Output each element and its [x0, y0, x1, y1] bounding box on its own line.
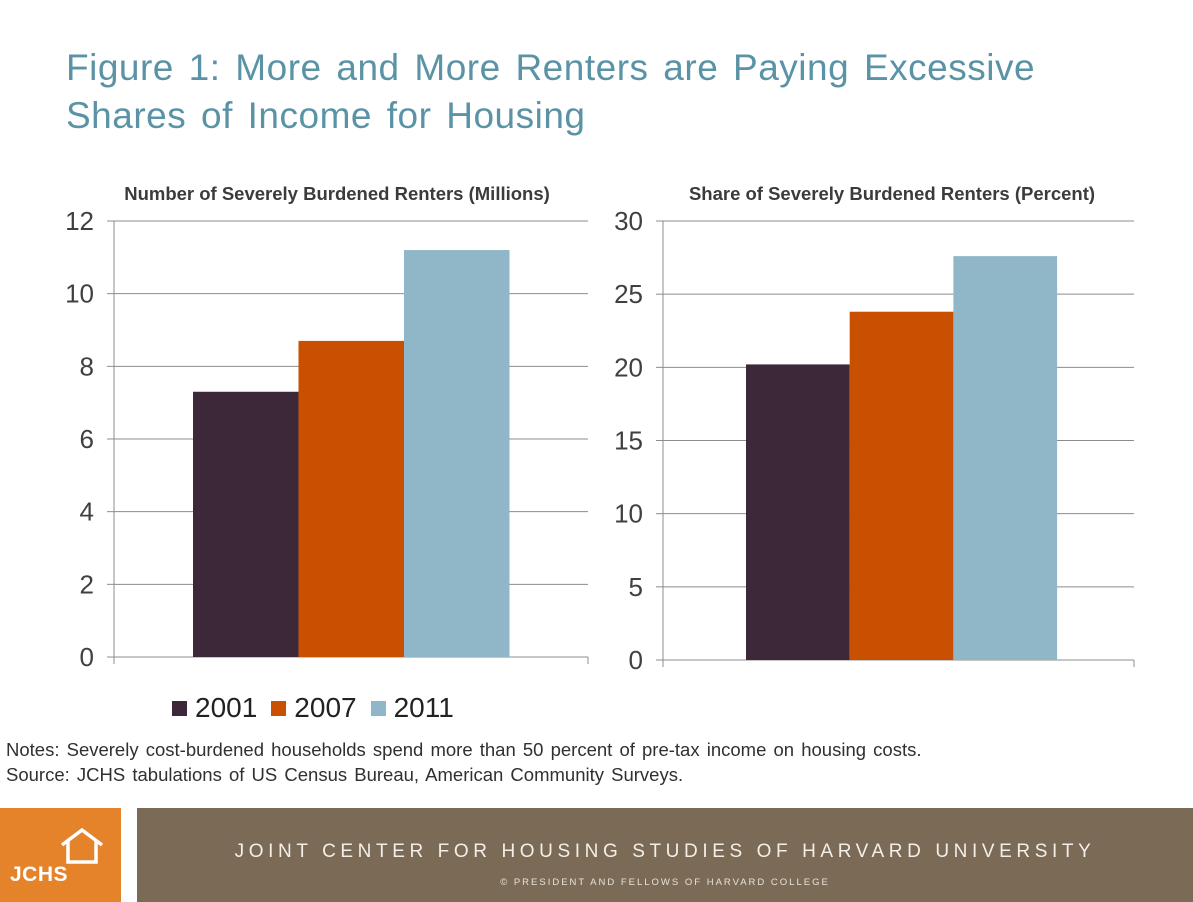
chart-2-bar-2011 [953, 256, 1058, 660]
house-icon [60, 828, 104, 864]
chart-1-title: Number of Severely Burdened Renters (Mil… [124, 183, 550, 204]
chart-2-title: Share of Severely Burdened Renters (Perc… [689, 183, 1095, 204]
chart-2-y-tick-label: 30 [614, 206, 643, 236]
legend-item-2011: 2011 [370, 692, 454, 724]
legend-swatch-2007 [271, 700, 287, 716]
chart-1-bar-2007 [298, 340, 404, 657]
figure-title: Figure 1: More and More Renters are Payi… [66, 44, 1146, 140]
chart-1-y-tick-label: 0 [80, 642, 94, 672]
figure-title-line-2: Shares of Income for Housing [66, 95, 586, 136]
chart-2-y-tick-label: 20 [614, 352, 643, 382]
chart-2-bar-2001 [746, 364, 850, 660]
chart-1-y-tick-label: 2 [80, 569, 94, 599]
chart-2-y-tick-label: 25 [614, 279, 643, 309]
figure-notes: Notes: Severely cost-burdened households… [6, 737, 1106, 787]
chart-2-bar-2007 [849, 311, 954, 660]
footer-organization: JOINT CENTER FOR HOUSING STUDIES OF HARV… [234, 841, 1096, 862]
notes-text: Notes: Severely cost-burdened households… [6, 739, 922, 760]
jchs-logo: JCHS [0, 808, 121, 902]
source-text: Source: JCHS tabulations of US Census Bu… [6, 764, 684, 785]
chart-2-y-tick-label: 5 [629, 572, 643, 602]
legend-item-2007: 2007 [271, 692, 357, 724]
chart-1-y-tick-label: 8 [80, 351, 94, 381]
legend-swatch-2011 [370, 700, 386, 716]
chart-1-y-tick-label: 10 [65, 279, 94, 309]
chart-2-y-tick-label: 0 [629, 645, 643, 675]
legend-label-2007: 2007 [294, 692, 357, 723]
figure-title-line-1: Figure 1: More and More Renters are Payi… [66, 47, 1036, 88]
legend-item-2001: 2001 [172, 692, 257, 724]
legend-label-2001: 2001 [195, 692, 258, 723]
chart-1-bar-2001 [193, 391, 299, 657]
chart-1-y-tick-label: 4 [80, 497, 94, 527]
chart-1-y-tick-label: 12 [65, 206, 94, 236]
chart-2-y-tick-label: 10 [614, 499, 643, 529]
legend-label-2011: 2011 [393, 692, 454, 723]
chart-1-bar-2011 [404, 250, 510, 658]
footer-bar: JOINT CENTER FOR HOUSING STUDIES OF HARV… [137, 808, 1193, 902]
chart-1-y-tick-label: 6 [80, 424, 94, 454]
footer-copyright: © PRESIDENT AND FELLOWS OF HARVARD COLLE… [500, 877, 830, 888]
logo-text: JCHS [10, 863, 69, 886]
chart-legend: 2001 2007 2011 [172, 688, 468, 728]
legend-swatch-2001 [172, 700, 187, 716]
bar-charts: Number of Severely Burdened Renters (Mil… [65, 183, 1135, 675]
chart-2-y-tick-label: 15 [614, 426, 643, 456]
